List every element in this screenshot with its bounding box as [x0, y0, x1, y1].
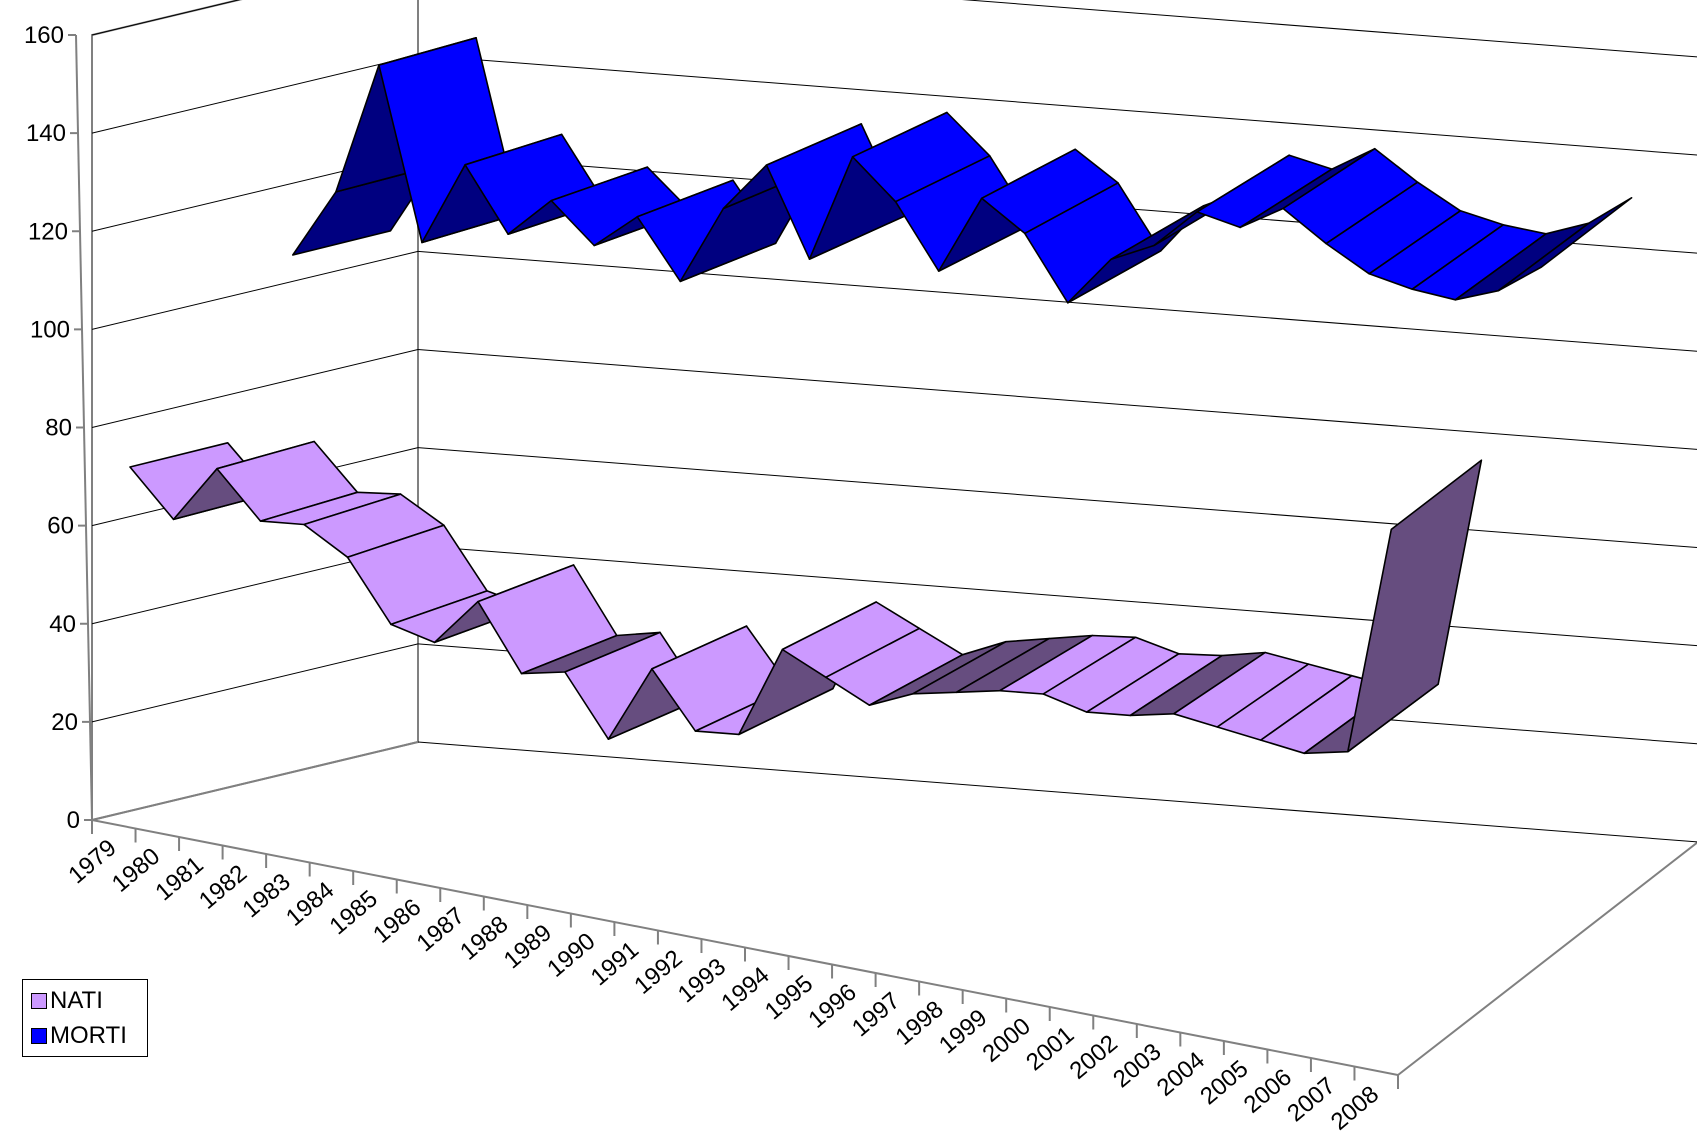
gridline-left-160	[91, 0, 241, 36]
y-tick-label: 40	[49, 611, 76, 638]
legend-label-morti: MORTI	[50, 1022, 127, 1049]
gridline-back-140	[417, 54, 1697, 156]
chart-ribbons	[129, 36, 1633, 755]
y-tick-label: 80	[45, 415, 72, 442]
series-nati	[129, 440, 1483, 755]
gridline-back-40	[417, 545, 1697, 647]
gridline-back-80	[417, 349, 1697, 450]
series-morti	[291, 36, 1633, 304]
gridline-left-100	[91, 250, 419, 330]
floor-right-edge	[1397, 841, 1697, 1076]
gridline-back-100	[417, 250, 1697, 352]
floor-left-edge	[91, 741, 419, 821]
y-tick-label: 0	[67, 807, 80, 834]
gridline-back-60	[417, 447, 1697, 549]
gridline-left-80	[91, 349, 419, 428]
legend-item-nati: NATI	[31, 987, 103, 1015]
x-axis-labels: 1979198019811982198319841985198619871988…	[63, 834, 1384, 1136]
gridline-left-140	[91, 54, 419, 134]
y-tick-label: 160	[24, 22, 64, 49]
y-tick-label: 120	[28, 218, 68, 245]
gridline-left-20	[91, 643, 419, 723]
legend-label-nati: NATI	[50, 987, 103, 1014]
legend: NATI MORTI	[22, 979, 148, 1057]
y-tick-label: 140	[26, 120, 66, 147]
y-tick-label: 20	[51, 709, 78, 736]
ribbon-segment-nati-2007	[1347, 459, 1483, 753]
gridline-back-160	[961, 0, 1697, 58]
chart-axes	[68, 34, 1399, 1089]
legend-item-morti: MORTI	[31, 1022, 127, 1050]
legend-swatch-nati	[31, 993, 47, 1009]
y-tick-label: 60	[47, 513, 74, 540]
ribbon-segment-morti-2007	[1497, 197, 1633, 292]
gridline-back-0	[417, 741, 1697, 843]
y-axis-labels: 0 20 40 60 80 100 120 140 160	[24, 22, 80, 834]
legend-swatch-morti	[31, 1028, 47, 1044]
y-tick-label: 100	[30, 316, 70, 343]
